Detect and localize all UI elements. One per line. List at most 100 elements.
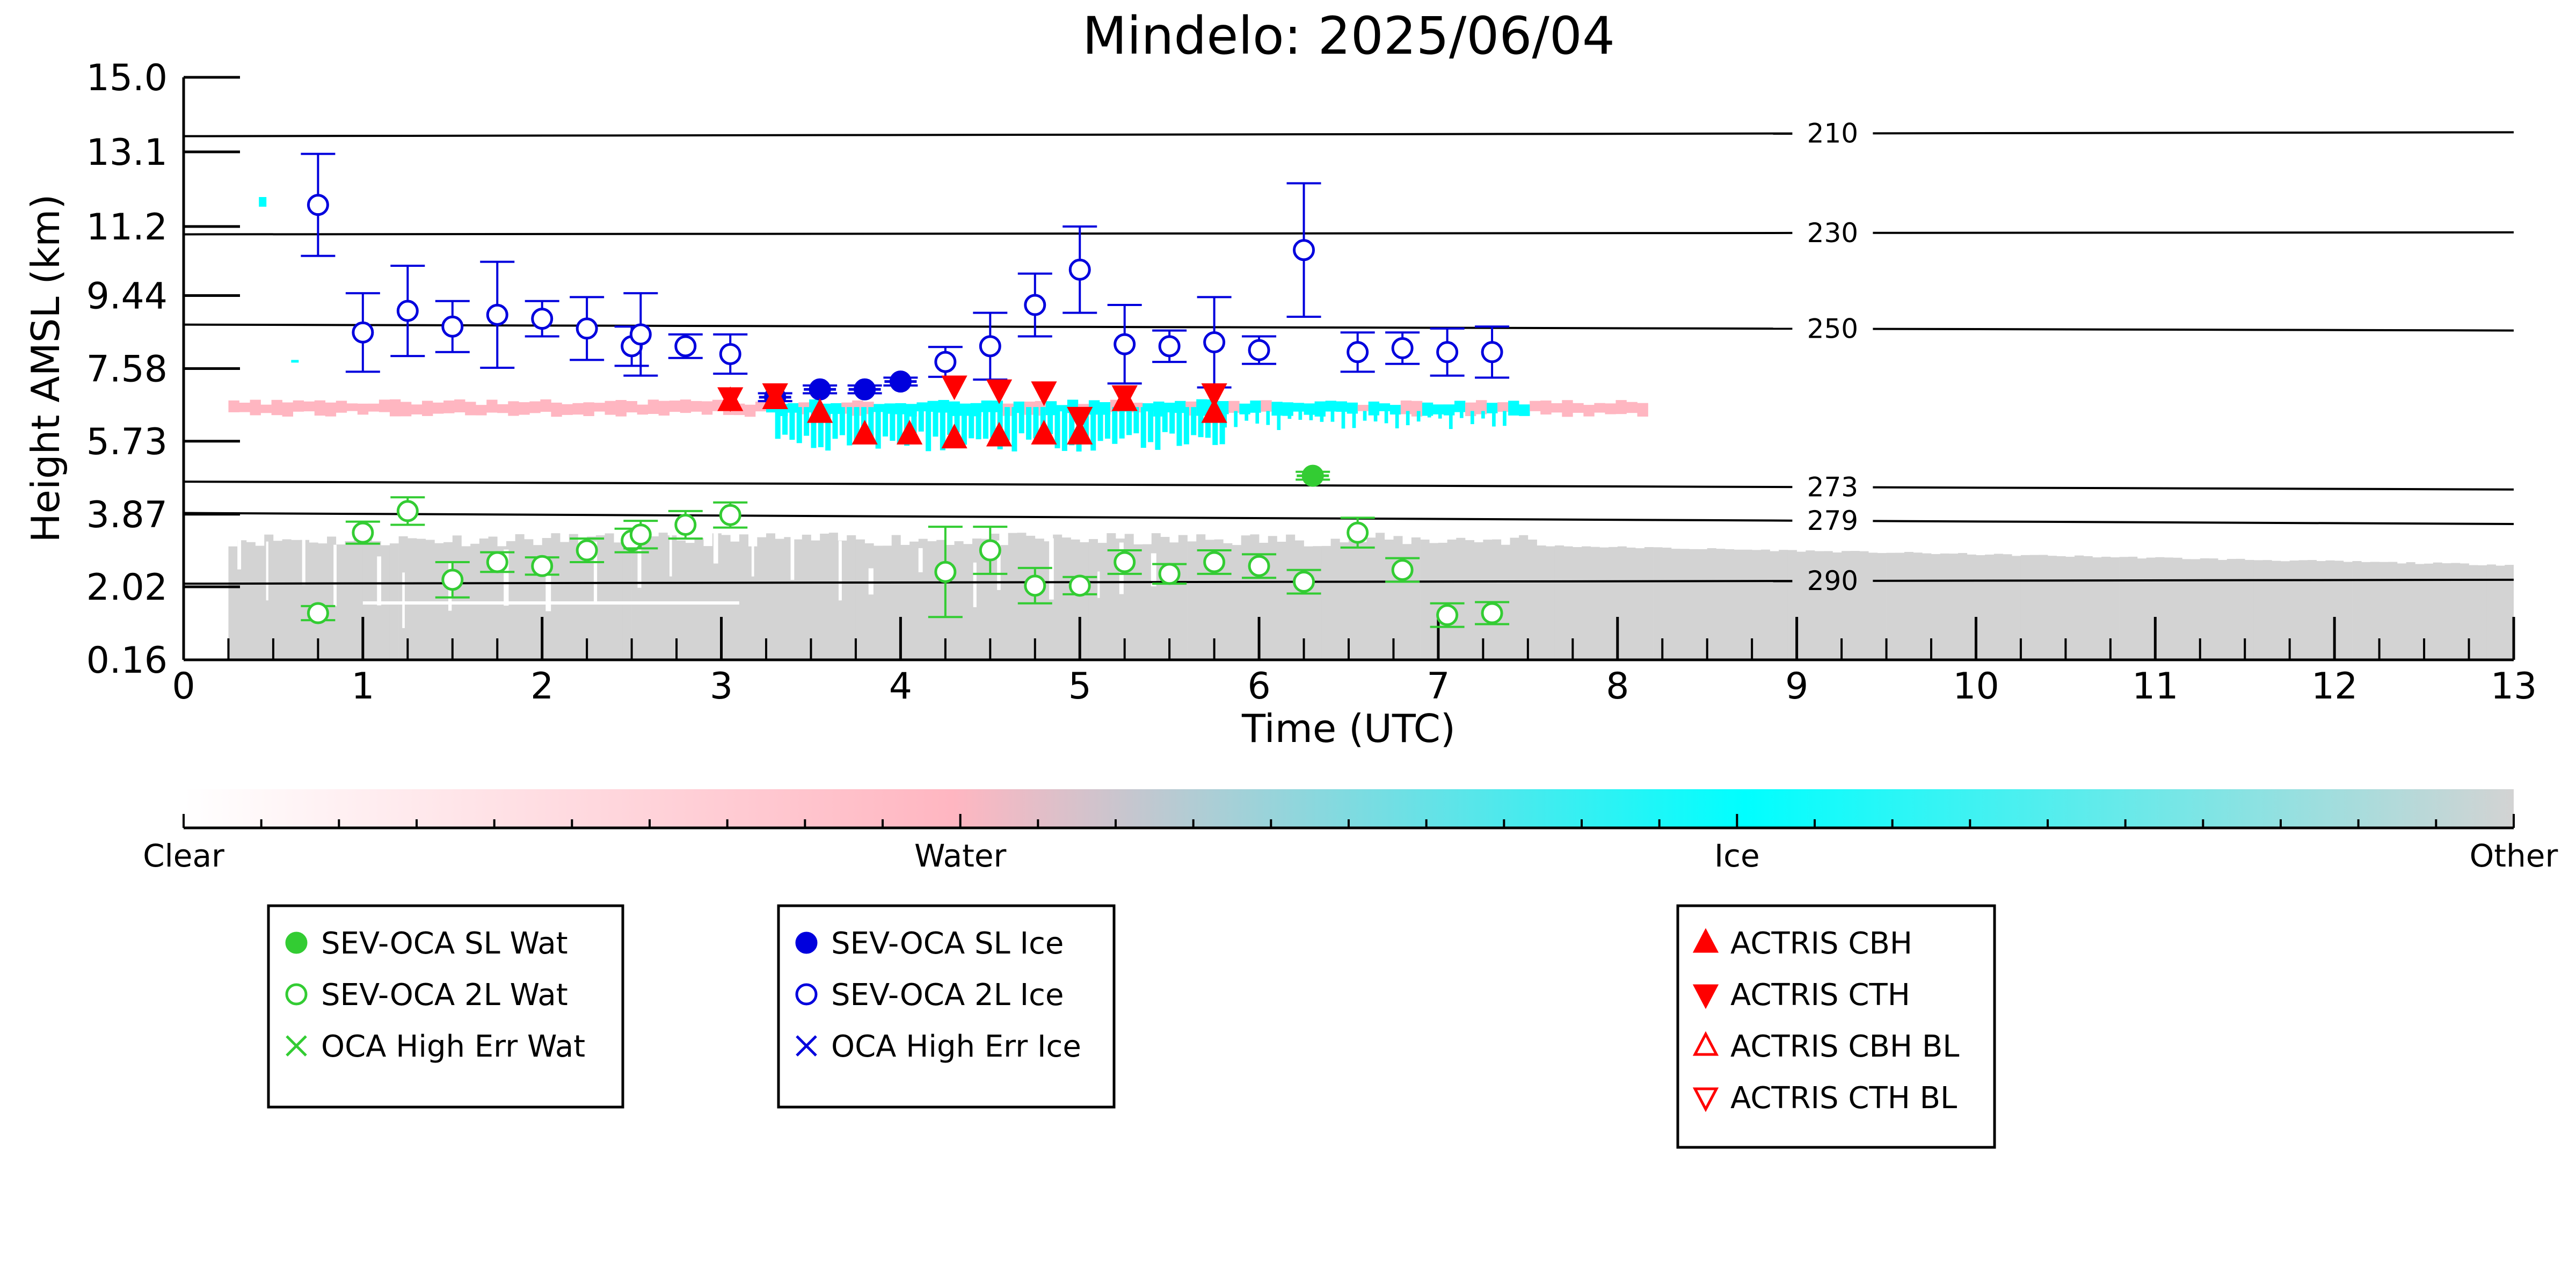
clear-gap xyxy=(333,544,337,606)
water-phase-cell xyxy=(411,404,423,414)
water-phase-cell xyxy=(443,400,455,413)
ice-phase-streak xyxy=(1119,407,1125,439)
data-point xyxy=(352,321,374,344)
water-phase-cell xyxy=(1616,400,1627,414)
other-phase-column xyxy=(2379,562,2389,660)
ice-phase-streak xyxy=(918,407,924,432)
ice-phase-streak xyxy=(1112,407,1118,444)
colorbar-label: Clear xyxy=(143,838,224,874)
data-point xyxy=(941,375,967,401)
other-phase-column xyxy=(1340,542,1349,660)
other-phase-column xyxy=(1223,543,1233,660)
x-tick-label: 4 xyxy=(889,665,912,708)
water-phase-cell xyxy=(250,399,261,416)
y-tick-label: 3.87 xyxy=(86,494,168,536)
other-phase-column xyxy=(1107,533,1116,660)
water-phase-cell xyxy=(260,404,272,413)
ice-phase-streak xyxy=(897,407,903,444)
ice-phase-streak xyxy=(818,407,824,447)
ice-phase-streak xyxy=(954,407,960,433)
other-phase-column xyxy=(345,541,354,660)
ice-phase-cell xyxy=(1293,403,1304,412)
isotherm-label: 290 xyxy=(1807,565,1858,596)
water-phase-cell xyxy=(1551,403,1562,413)
other-phase-column xyxy=(900,544,910,660)
other-phase-column xyxy=(2182,559,2192,660)
ice-phase-streak xyxy=(1352,411,1356,428)
other-phase-column xyxy=(1268,536,1277,660)
other-phase-column xyxy=(2226,559,2236,660)
x-tick-label: 8 xyxy=(1606,665,1629,708)
x-tick-label: 13 xyxy=(2491,665,2537,708)
ice-phase-streak xyxy=(1287,411,1292,419)
clear-gap xyxy=(918,548,923,572)
clear-gap xyxy=(237,535,242,570)
other-phase-column xyxy=(990,534,1000,660)
water-phase-cell xyxy=(465,402,476,416)
other-phase-column xyxy=(757,537,767,660)
ice-phase-streak xyxy=(1406,411,1410,425)
water-phase-cell xyxy=(368,403,380,412)
other-phase-column xyxy=(1823,551,1833,660)
other-phase-column xyxy=(1599,547,1609,660)
other-phase-column xyxy=(802,534,811,660)
other-phase-column xyxy=(1384,540,1394,660)
water-phase-cell xyxy=(379,399,390,412)
other-phase-column xyxy=(255,545,265,660)
ice-phase-cell xyxy=(1519,404,1530,416)
clear-gap xyxy=(402,572,405,628)
series-sev-oca-2l-wat xyxy=(301,496,1510,628)
clear-gap xyxy=(790,529,795,580)
ice-phase-streak xyxy=(1169,407,1175,434)
ice-phase-streak xyxy=(1330,411,1335,422)
chart-title: Mindelo: 2025/06/04 xyxy=(1082,6,1615,66)
water-phase-cell xyxy=(701,401,713,415)
data-point xyxy=(854,378,876,401)
other-phase-column xyxy=(246,542,256,660)
other-phase-column xyxy=(1026,535,1036,660)
other-phase-column xyxy=(2146,557,2156,660)
colorbar-label: Water xyxy=(914,838,1007,874)
legend-label: SEV-OCA SL Wat xyxy=(321,926,568,961)
ice-phase-streak xyxy=(775,407,781,439)
data-point xyxy=(1114,333,1136,355)
x-tick-label: 10 xyxy=(1953,665,1999,708)
data-point xyxy=(1068,574,1091,597)
data-point xyxy=(1391,559,1414,581)
data-point xyxy=(1347,341,1369,363)
other-phase-column xyxy=(1815,551,1824,660)
clear-gap xyxy=(266,541,268,601)
other-phase-column xyxy=(1842,551,1851,660)
water-phase-cell xyxy=(1583,405,1595,417)
other-phase-column xyxy=(1940,553,1949,660)
data-point xyxy=(1301,464,1324,487)
other-phase-column xyxy=(1609,547,1618,660)
data-point xyxy=(941,424,967,449)
other-phase-column xyxy=(1447,539,1457,660)
legend-marker xyxy=(1692,1031,1719,1056)
ice-phase-streak xyxy=(804,407,810,436)
legend-box-3: ACTRIS CBH ACTRIS CTH ACTRIS CBH BL ACTRIS … xyxy=(1676,904,1996,1149)
ice-phase-streak xyxy=(782,407,788,435)
ice-phase-streak xyxy=(1395,411,1399,428)
other-phase-column xyxy=(2039,555,2048,660)
legend-frame xyxy=(267,904,624,1109)
data-point xyxy=(1067,406,1093,432)
other-phase-column xyxy=(2406,562,2415,660)
other-phase-column xyxy=(2495,565,2505,660)
data-point xyxy=(531,308,554,330)
other-phase-column xyxy=(1662,548,1672,660)
other-phase-column xyxy=(1456,537,1466,660)
data-point xyxy=(1024,574,1046,597)
water-phase-cell xyxy=(239,403,250,412)
data-point xyxy=(441,569,464,591)
ice-phase-streak xyxy=(811,407,817,448)
isotherm-line xyxy=(183,481,1793,489)
other-phase-column xyxy=(2459,563,2469,660)
water-phase-cell xyxy=(572,403,584,415)
clear-gap xyxy=(362,601,739,605)
clear-gap xyxy=(377,556,381,606)
ice-phase-streak xyxy=(1126,407,1132,435)
ice-phase-streak xyxy=(1012,407,1017,452)
other-phase-column xyxy=(1465,540,1475,660)
